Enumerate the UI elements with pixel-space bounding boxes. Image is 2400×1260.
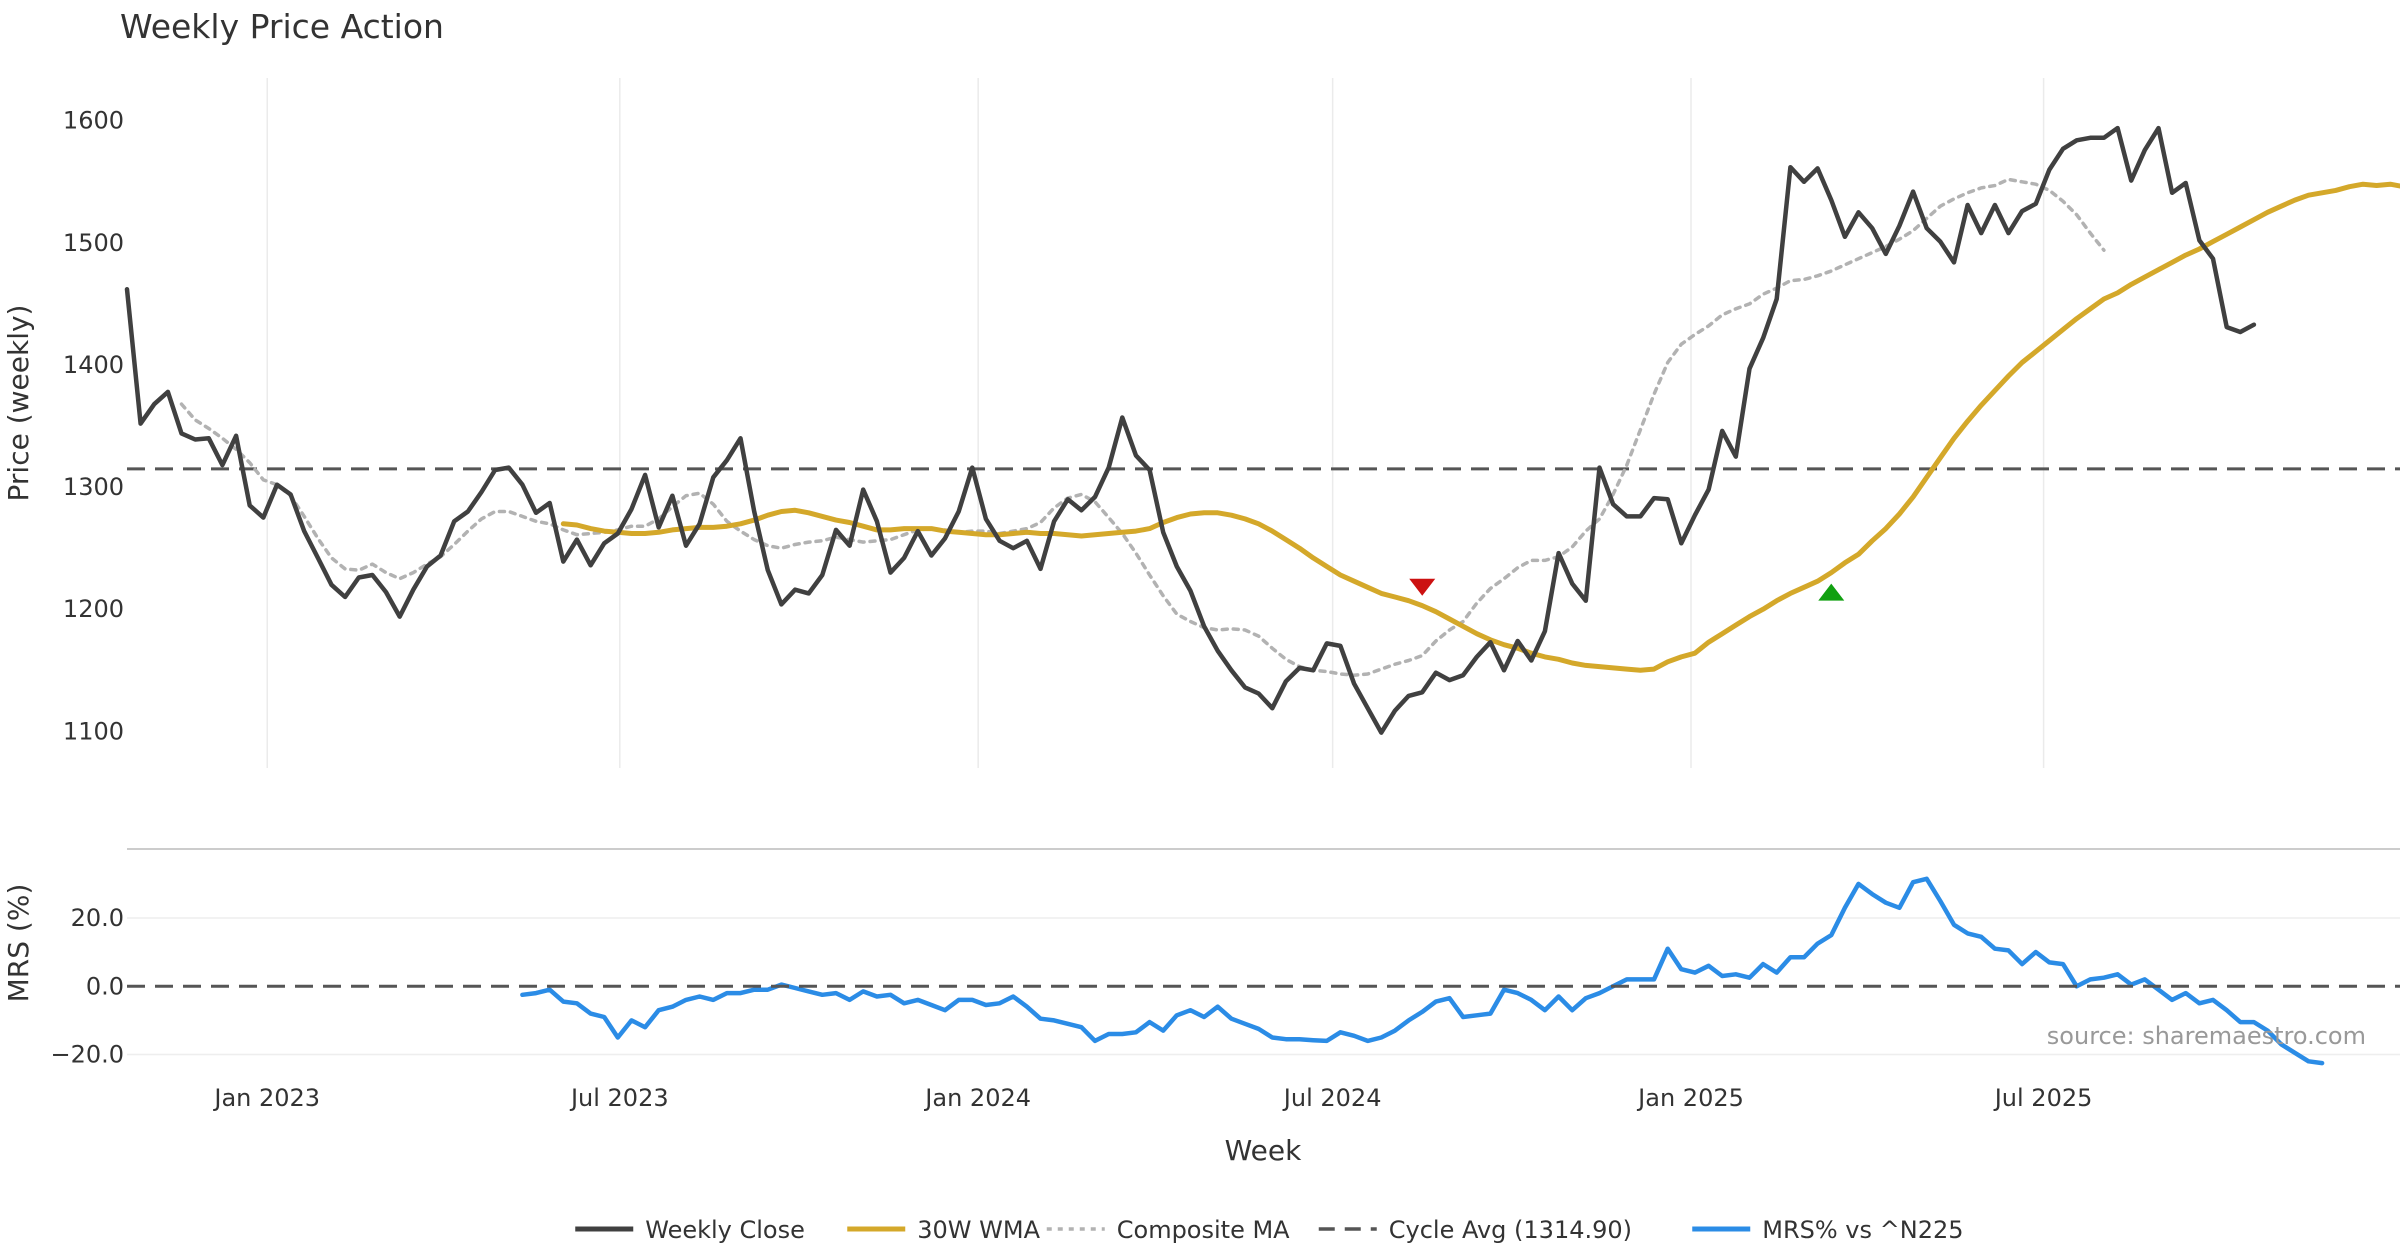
mrs-y-tick-label: 20.0 (71, 904, 124, 932)
x-tick-label: Jan 2025 (1636, 1084, 1744, 1112)
price-y-tick-label: 1300 (63, 473, 124, 501)
sell-signal-marker (1409, 578, 1436, 596)
mrs-axis-label: MRS (%) (2, 884, 35, 1003)
x-tick-label: Jul 2025 (1993, 1084, 2093, 1112)
weekly-close-line (124, 125, 2257, 735)
price-y-tick-label: 1600 (63, 107, 124, 135)
legend-label: MRS% vs ^N225 (1762, 1216, 1963, 1244)
legend-label: Cycle Avg (1314.90) (1389, 1216, 1632, 1244)
legend-label: 30W WMA (917, 1216, 1040, 1244)
x-tick-label: Jan 2023 (212, 1084, 320, 1112)
x-tick-label: Jan 2024 (923, 1084, 1031, 1112)
source-text: source: sharemaestro.com (2047, 1022, 2366, 1050)
composite-ma-line (179, 177, 2106, 677)
price-y-tick-label: 1500 (63, 229, 124, 257)
x-tick-label: Jul 2024 (1282, 1084, 1382, 1112)
mrs-y-tick-label: −20.0 (50, 1041, 124, 1069)
price-y-tick-label: 1400 (63, 351, 124, 379)
mrs-y-tick-label: 0.0 (86, 972, 124, 1000)
price-y-tick-label: 1200 (63, 595, 124, 623)
legend-label: Composite MA (1117, 1216, 1290, 1244)
chart-title: Weekly Price Action (120, 7, 444, 46)
price-axis-label: Price (weekly) (2, 305, 35, 502)
legend-label: Weekly Close (645, 1216, 805, 1244)
legend: Weekly Close 30W WMA Composite MA Cycle Avg… (575, 1216, 1964, 1244)
x-tick-label: Jul 2023 (569, 1084, 669, 1112)
buy-signal-marker (1818, 583, 1845, 601)
price-y-tick-label: 1100 (63, 717, 124, 745)
x-axis-label: Week (1225, 1134, 1302, 1167)
mrs-vs-n225-line (520, 876, 2325, 1066)
